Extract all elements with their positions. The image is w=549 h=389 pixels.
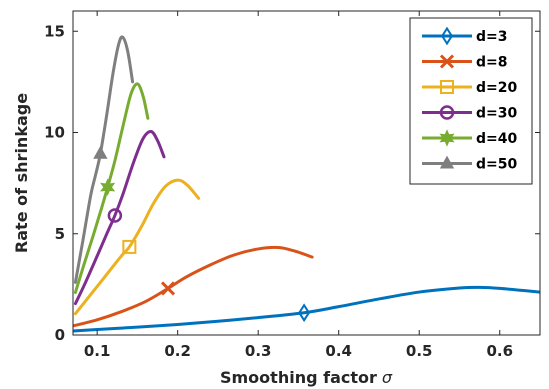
series-d-3	[73, 285, 540, 333]
series-d-8	[73, 245, 314, 328]
legend-label: d=40	[476, 131, 517, 147]
legend-label: d=30	[476, 106, 517, 122]
y-axis-ticks: 0 5 10 15	[44, 22, 540, 344]
series-d-20	[73, 178, 201, 316]
legend-marker-x	[439, 54, 455, 69]
legend-label: d=8	[476, 55, 508, 71]
x-tick-label: 0.5	[406, 342, 433, 360]
legend-marker-triangle	[439, 155, 455, 169]
y-tick-label: 10	[44, 124, 65, 142]
series-line	[73, 245, 314, 328]
series-line	[73, 82, 150, 294]
x-tick-label: 0.4	[325, 342, 352, 360]
x-axis-ticks: 0.1 0.2 0.3 0.4 0.5 0.6	[84, 11, 513, 360]
legend-entry: d=50	[422, 155, 517, 173]
legend-entry: d=3	[422, 26, 508, 46]
y-axis-label: Rate of shrinkage	[12, 93, 31, 253]
x-tick-label: 0.2	[164, 342, 191, 360]
series-line	[73, 129, 166, 306]
series-marker-circle	[107, 208, 123, 223]
legend-entry: d=40	[422, 129, 517, 147]
legend-marker-hexagram	[439, 129, 455, 147]
series-d-40	[73, 82, 150, 294]
series-marker-triangle	[93, 145, 108, 159]
x-tick-label: 0.1	[84, 342, 111, 360]
series-layer	[73, 35, 540, 333]
series-marker-square	[122, 239, 137, 254]
series-line	[73, 285, 540, 333]
legend-entry: d=30	[422, 105, 517, 122]
series-marker-diamond	[298, 303, 311, 323]
legend: d=3 d=8 d=20 d=30 d=40 d=50	[409, 17, 533, 185]
x-axis-label: Smoothing factor σ	[220, 368, 393, 387]
plot-frame	[72, 10, 541, 336]
legend-label: d=3	[476, 29, 508, 45]
y-tick-label: 15	[44, 22, 65, 40]
series-d-50	[73, 35, 135, 284]
x-tick-label: 0.6	[486, 342, 513, 360]
y-tick-label: 0	[55, 326, 65, 344]
x-tick-label: 0.3	[245, 342, 272, 360]
series-line	[73, 35, 135, 284]
y-tick-label: 5	[55, 225, 65, 243]
series-marker-x	[160, 281, 176, 296]
legend-marker-diamond	[441, 26, 453, 46]
series-line	[73, 178, 201, 316]
legend-label: d=50	[476, 157, 517, 173]
legend-entry: d=8	[422, 54, 508, 71]
legend-marker-circle	[439, 105, 455, 120]
legend-box	[409, 17, 533, 185]
legend-label: d=20	[476, 80, 517, 96]
series-marker-hexagram	[100, 178, 116, 196]
series-d-30	[73, 129, 166, 306]
legend-marker-square	[440, 80, 454, 94]
legend-entry: d=20	[422, 80, 517, 96]
